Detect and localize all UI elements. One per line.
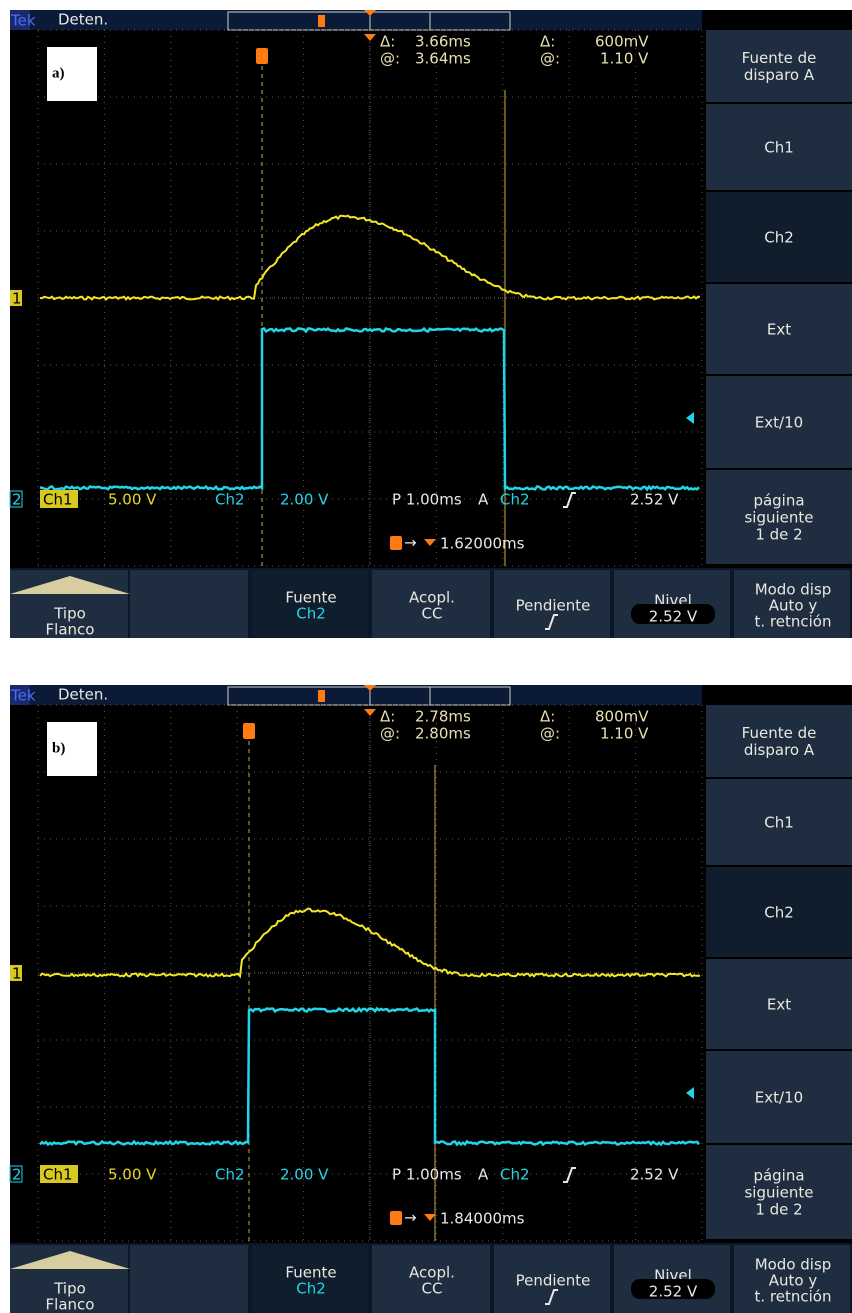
cursor-readout: 2.78ms bbox=[415, 708, 471, 726]
figure-label: b) bbox=[52, 740, 65, 756]
ch1-label: Ch1 bbox=[43, 1166, 73, 1184]
oscilloscope-screen: Tek Deten. b) Δ: 2.78ms Δ: 800mV @: 2.80ms @: 1.10… bbox=[10, 685, 852, 1313]
side-menu-label[interactable]: siguiente bbox=[744, 509, 813, 527]
cursor-readout: @: bbox=[540, 50, 560, 68]
side-menu-label[interactable]: Ext bbox=[767, 996, 791, 1014]
cursor-readout: 3.66ms bbox=[415, 33, 471, 51]
trigger-level: 2.52 V bbox=[630, 1166, 679, 1184]
cursor-readout: 2.80ms bbox=[415, 725, 471, 743]
ch2-label: Ch2 bbox=[215, 1166, 245, 1184]
top-bar bbox=[10, 685, 702, 705]
side-menu-label: disparo A bbox=[744, 741, 815, 759]
ch2-scale: 2.00 V bbox=[280, 491, 329, 509]
ch1-scale: 5.00 V bbox=[108, 491, 157, 509]
record-trigger-icon bbox=[318, 15, 325, 27]
trigger-mode: A bbox=[478, 1166, 489, 1184]
bottom-menu-label[interactable]: Flanco bbox=[46, 621, 95, 639]
side-menu-label[interactable]: Ch1 bbox=[764, 139, 794, 157]
bottom-menu-label[interactable]: Ch2 bbox=[296, 1280, 326, 1298]
top-bar bbox=[10, 10, 702, 30]
trigger-icon bbox=[390, 1211, 402, 1225]
brand: Tek bbox=[10, 687, 36, 705]
cursor-readout: 1.10 V bbox=[600, 725, 649, 743]
brand: Tek bbox=[10, 12, 36, 30]
ch2-marker: 2 bbox=[12, 1166, 22, 1184]
cursor-readout: Δ: bbox=[380, 33, 395, 51]
cursor-readout: 800mV bbox=[595, 708, 649, 726]
screenshot: Tek Deten. a) Δ: 3.66ms Δ: 600mV @: 3.64ms @: 1.10… bbox=[0, 0, 852, 1313]
cursor-readout: @: bbox=[540, 725, 560, 743]
side-menu-label: disparo A bbox=[744, 66, 815, 84]
bottom-menu-label[interactable]: Pendiente bbox=[516, 1272, 591, 1290]
side-menu-label: Fuente de bbox=[742, 49, 817, 67]
trigger-icon bbox=[390, 536, 402, 550]
side-menu-label[interactable]: Ext bbox=[767, 321, 791, 339]
timebase: P 1.00ms bbox=[392, 1166, 462, 1184]
side-menu-label[interactable]: Ext/10 bbox=[755, 1089, 803, 1107]
cursor-readout: @: bbox=[380, 50, 400, 68]
trigger-position: 1.84000ms bbox=[440, 1210, 525, 1228]
oscilloscope-screen: Tek Deten. a) Δ: 3.66ms Δ: 600mV @: 3.64ms @: 1.10… bbox=[10, 10, 852, 639]
trigger-position: 1.62000ms bbox=[440, 535, 525, 553]
record-trigger-icon bbox=[318, 690, 325, 702]
side-menu-label: Fuente de bbox=[742, 724, 817, 742]
page: Tek Deten. a) Δ: 3.66ms Δ: 600mV @: 3.64ms @: 1.10… bbox=[0, 0, 852, 1313]
cursor-readout: Δ: bbox=[540, 33, 555, 51]
cursor-readout: 1.10 V bbox=[600, 50, 649, 68]
bottom-menu-label[interactable]: Flanco bbox=[46, 1296, 95, 1313]
side-menu-label[interactable]: Ch2 bbox=[764, 229, 794, 247]
side-menu-label[interactable]: página bbox=[753, 492, 804, 510]
trigger-source: Ch2 bbox=[500, 1166, 530, 1184]
bottom-menu-button bbox=[130, 570, 248, 638]
side-menu-label[interactable]: siguiente bbox=[744, 1184, 813, 1202]
bottom-menu-label[interactable]: Pendiente bbox=[516, 597, 591, 615]
trigger-marker bbox=[256, 48, 268, 64]
bottom-menu-label[interactable]: Ch2 bbox=[296, 605, 326, 623]
trigger-arrow: → bbox=[404, 1209, 417, 1227]
side-menu-label[interactable]: Ch1 bbox=[764, 814, 794, 832]
trigger-source: Ch2 bbox=[500, 491, 530, 509]
bottom-menu-label[interactable]: 2.52 V bbox=[649, 608, 698, 626]
figure-label: a) bbox=[52, 65, 65, 81]
acquisition-status: Deten. bbox=[58, 11, 108, 29]
side-menu-label[interactable]: 1 de 2 bbox=[755, 1201, 802, 1219]
ch1-scale: 5.00 V bbox=[108, 1166, 157, 1184]
timebase: P 1.00ms bbox=[392, 491, 462, 509]
cursor-readout: 3.64ms bbox=[415, 50, 471, 68]
ch2-label: Ch2 bbox=[215, 491, 245, 509]
ch2-marker: 2 bbox=[12, 491, 22, 509]
side-menu-label[interactable]: 1 de 2 bbox=[755, 526, 802, 544]
cursor-readout: @: bbox=[380, 725, 400, 743]
bottom-menu-button bbox=[130, 1245, 248, 1313]
trigger-marker bbox=[243, 723, 255, 739]
ch1-marker: 1 bbox=[12, 290, 22, 308]
trigger-level: 2.52 V bbox=[630, 491, 679, 509]
cursor-readout: Δ: bbox=[540, 708, 555, 726]
bottom-menu-label[interactable]: CC bbox=[422, 605, 443, 623]
ch2-scale: 2.00 V bbox=[280, 1166, 329, 1184]
side-menu-label[interactable]: Ch2 bbox=[764, 904, 794, 922]
trigger-mode: A bbox=[478, 491, 489, 509]
bottom-menu-label[interactable]: t. retnción bbox=[755, 1288, 832, 1306]
bottom-menu-label[interactable]: 2.52 V bbox=[649, 1283, 698, 1301]
ch1-marker: 1 bbox=[12, 965, 22, 983]
side-menu-label[interactable]: Ext/10 bbox=[755, 414, 803, 432]
trigger-arrow: → bbox=[404, 534, 417, 552]
bottom-menu-label[interactable]: CC bbox=[422, 1280, 443, 1298]
side-menu-label[interactable]: página bbox=[753, 1167, 804, 1185]
cursor-readout: 600mV bbox=[595, 33, 649, 51]
cursor-readout: Δ: bbox=[380, 708, 395, 726]
bottom-menu-label[interactable]: t. retnción bbox=[755, 613, 832, 631]
acquisition-status: Deten. bbox=[58, 686, 108, 704]
ch1-label: Ch1 bbox=[43, 491, 73, 509]
